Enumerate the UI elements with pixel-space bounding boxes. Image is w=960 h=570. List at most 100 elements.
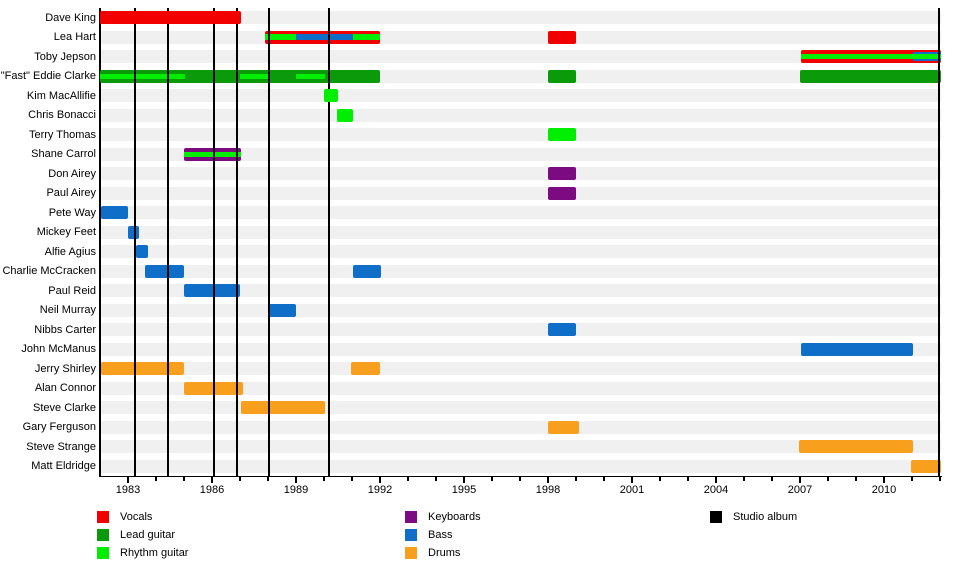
row-stripe xyxy=(100,206,941,220)
x-tick xyxy=(267,477,269,481)
x-tick xyxy=(155,477,157,481)
member-label: Dave King xyxy=(45,11,96,24)
role-layer xyxy=(100,73,186,79)
legend-label: Studio album xyxy=(733,511,798,523)
role-layer xyxy=(801,342,914,356)
legend-label: Bass xyxy=(428,529,453,541)
x-tick xyxy=(435,477,437,481)
tenure-bar xyxy=(548,323,576,337)
row-stripe xyxy=(100,128,941,142)
x-tick xyxy=(239,477,241,481)
tenure-bar xyxy=(801,50,942,64)
member-label: Matt Eldridge xyxy=(31,460,96,472)
album-legend-swatch xyxy=(710,511,722,523)
row-stripe xyxy=(100,30,941,44)
row-stripe xyxy=(100,284,941,298)
member-label: Kim MacAllifie xyxy=(26,89,96,102)
role-layer xyxy=(101,206,128,220)
role-layer xyxy=(100,11,242,25)
row-stripe xyxy=(100,459,941,473)
row-stripe xyxy=(100,245,941,259)
role-layer xyxy=(324,89,338,103)
x-tick xyxy=(547,477,549,483)
row-stripe xyxy=(100,264,941,278)
x-tick xyxy=(575,477,577,481)
x-tick xyxy=(211,477,213,483)
x-tick xyxy=(519,477,521,481)
plot-left-border xyxy=(99,8,101,476)
role-layer xyxy=(101,362,184,376)
x-tick xyxy=(939,477,941,481)
x-tick xyxy=(463,477,465,483)
row-stripe xyxy=(100,108,941,122)
tenure-bar xyxy=(101,362,184,376)
member-label: "Fast" Eddie Clarke xyxy=(0,70,96,82)
tenure-bar xyxy=(548,128,576,142)
member-label: Nibbs Carter xyxy=(34,323,96,336)
x-tick xyxy=(827,477,829,481)
role-layer xyxy=(128,225,140,239)
tenure-bar xyxy=(336,108,354,122)
row-stripe xyxy=(100,323,941,337)
x-tick xyxy=(771,477,773,481)
lead-legend-swatch xyxy=(97,529,109,541)
row-stripe xyxy=(100,147,941,161)
row-stripe xyxy=(100,89,941,103)
x-tick xyxy=(883,477,885,483)
role-layer xyxy=(910,459,942,473)
bass-legend-swatch xyxy=(405,529,417,541)
member-label: Mickey Feet xyxy=(36,226,96,238)
member-label: Shane Carrol xyxy=(31,148,96,160)
x-tick xyxy=(631,477,633,483)
member-label: Jerry Shirley xyxy=(34,362,96,375)
tenure-bar xyxy=(801,342,914,356)
role-layer xyxy=(548,128,576,142)
member-label: Lea Hart xyxy=(53,31,96,43)
row-stripe xyxy=(100,342,941,356)
tenure-bar xyxy=(265,30,380,44)
x-tick-label: 1983 xyxy=(115,484,141,496)
member-label: Don Airey xyxy=(48,167,96,180)
row-stripe xyxy=(100,440,941,454)
tenure-bar xyxy=(353,264,382,278)
role-layer xyxy=(269,303,296,317)
tenure-bar xyxy=(548,186,576,200)
legend-label: Rhythm guitar xyxy=(120,547,189,559)
x-tick-label: 1986 xyxy=(199,484,225,496)
x-tick xyxy=(715,477,717,483)
tenure-bar xyxy=(184,147,242,161)
studio-album-line xyxy=(327,8,331,476)
role-layer xyxy=(241,401,326,415)
x-axis xyxy=(99,476,942,478)
row-stripe xyxy=(100,50,941,64)
row-stripe xyxy=(100,186,941,200)
studio-album-line xyxy=(937,8,941,476)
member-label: Terry Thomas xyxy=(28,128,96,141)
studio-album-line xyxy=(267,8,271,476)
member-label: Gary Ferguson xyxy=(22,421,96,433)
member-label: Steve Strange xyxy=(26,440,96,453)
x-tick xyxy=(379,477,381,483)
x-tick xyxy=(911,477,913,481)
role-layer xyxy=(353,264,382,278)
role-layer xyxy=(800,69,942,83)
tenure-bar xyxy=(144,264,184,278)
role-layer xyxy=(548,69,576,83)
role-layer xyxy=(353,34,380,41)
tenure-bar xyxy=(100,69,380,83)
tenure-bar xyxy=(136,245,148,259)
role-layer xyxy=(144,264,184,278)
tenure-bar xyxy=(548,420,579,434)
tenure-bar xyxy=(184,284,240,298)
legend-label: Drums xyxy=(428,547,461,559)
role-layer xyxy=(548,323,576,337)
studio-album-line xyxy=(235,8,239,476)
member-label: Alfie Agius xyxy=(44,245,96,258)
role-layer xyxy=(336,108,354,122)
x-tick-label: 2007 xyxy=(787,484,813,496)
vocals-legend-swatch xyxy=(97,511,109,523)
role-layer xyxy=(548,420,579,434)
tenure-bar xyxy=(100,11,242,25)
drums-legend-swatch xyxy=(405,547,417,559)
tenure-bar xyxy=(269,303,296,317)
